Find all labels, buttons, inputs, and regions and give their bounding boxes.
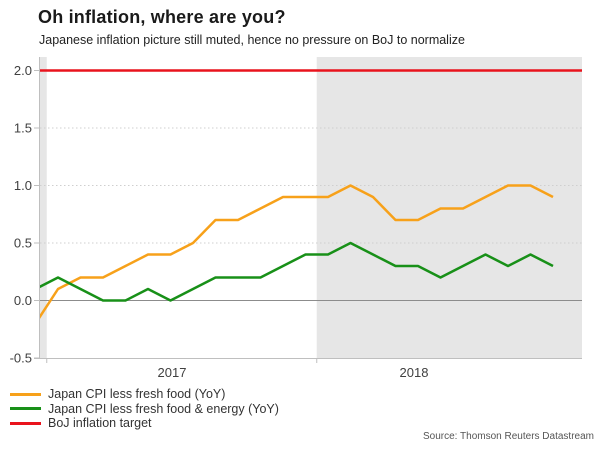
- legend-item-cpi-less-fresh-food-energy: Japan CPI less fresh food & energy (YoY): [10, 402, 370, 417]
- y-tick-label: -0.5: [10, 351, 32, 366]
- page-subtitle: Japanese inflation picture still muted, …: [39, 33, 465, 47]
- source-credit: Source: Thomson Reuters Datastream: [422, 431, 594, 442]
- x-year-label: 2017: [158, 365, 187, 380]
- legend-label: BoJ inflation target: [48, 416, 152, 431]
- orange-line-swatch-icon: [10, 392, 41, 396]
- year-shading-band-2016: [40, 57, 47, 358]
- y-tick-label: 0.5: [14, 236, 32, 251]
- chart-legend: Japan CPI less fresh food (YoY) Japan CP…: [10, 387, 370, 431]
- page-title: Oh inflation, where are you?: [38, 7, 286, 27]
- y-tick-label: 1.5: [14, 121, 32, 136]
- green-line-swatch-icon: [10, 407, 41, 411]
- y-tick-label: 1.0: [14, 178, 32, 193]
- y-tick-label: 2.0: [14, 63, 32, 78]
- series-line-japan-cpi-less-fresh-food-energy-yoy: [40, 241, 554, 302]
- x-year-label: 2018: [400, 365, 429, 380]
- red-line-swatch-icon: [10, 421, 41, 425]
- series-line-japan-cpi-less-fresh-food-yoy: [40, 184, 554, 319]
- legend-label: Japan CPI less fresh food & energy (YoY): [48, 401, 279, 416]
- y-tick-label: 0.0: [14, 293, 32, 308]
- legend-item-cpi-less-fresh-food: Japan CPI less fresh food (YoY): [10, 387, 370, 402]
- legend-item-boj-target: BoJ inflation target: [10, 416, 370, 431]
- legend-label: Japan CPI less fresh food (YoY): [48, 387, 226, 402]
